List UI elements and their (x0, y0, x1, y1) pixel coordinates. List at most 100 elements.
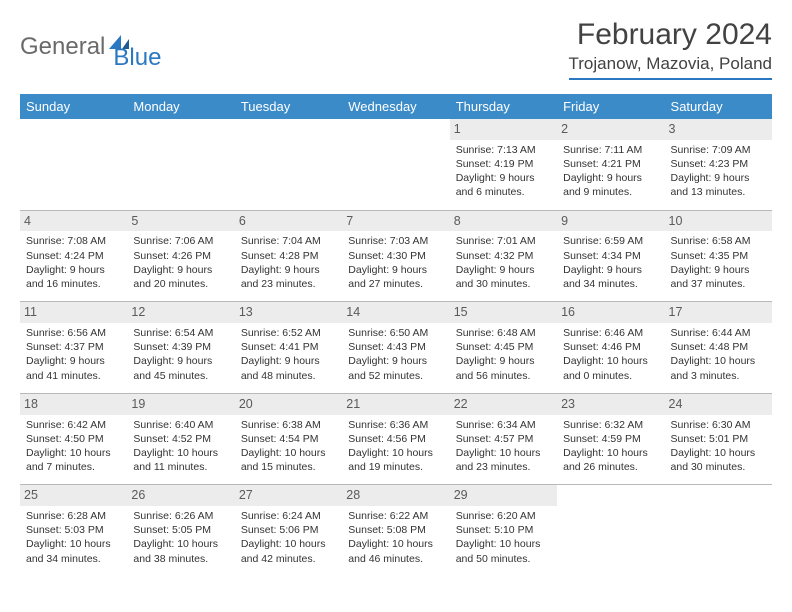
daylight-text: and 30 minutes. (671, 460, 766, 474)
daylight-text: Daylight: 10 hours (26, 537, 121, 551)
day-number: 8 (450, 211, 557, 232)
sunset-text: Sunset: 4:26 PM (133, 249, 228, 263)
sunrise-text: Sunrise: 7:08 AM (26, 234, 121, 248)
sunset-text: Sunset: 4:23 PM (671, 157, 766, 171)
calendar-day-cell: 7Sunrise: 7:03 AMSunset: 4:30 PMDaylight… (342, 210, 449, 302)
sunset-text: Sunset: 4:56 PM (348, 432, 443, 446)
daylight-text: Daylight: 9 hours (456, 354, 551, 368)
day-number: 20 (235, 394, 342, 415)
day-number: 17 (665, 302, 772, 323)
day-number: 18 (20, 394, 127, 415)
sunset-text: Sunset: 4:59 PM (563, 432, 658, 446)
daylight-text: and 6 minutes. (456, 185, 551, 199)
day-number: 12 (127, 302, 234, 323)
sunrise-text: Sunrise: 6:59 AM (563, 234, 658, 248)
calendar-day-cell: 5Sunrise: 7:06 AMSunset: 4:26 PMDaylight… (127, 210, 234, 302)
day-number: 29 (450, 485, 557, 506)
day-number: 1 (450, 119, 557, 140)
logo-text-blue: Blue (113, 44, 161, 72)
calendar-day-cell: 26Sunrise: 6:26 AMSunset: 5:05 PMDayligh… (127, 485, 234, 576)
sunrise-text: Sunrise: 6:36 AM (348, 418, 443, 432)
sunset-text: Sunset: 5:08 PM (348, 523, 443, 537)
calendar-day-cell (665, 485, 772, 576)
daylight-text: and 23 minutes. (241, 277, 336, 291)
calendar-day-cell: 18Sunrise: 6:42 AMSunset: 4:50 PMDayligh… (20, 393, 127, 485)
sunset-text: Sunset: 4:39 PM (133, 340, 228, 354)
calendar-week-row: 25Sunrise: 6:28 AMSunset: 5:03 PMDayligh… (20, 485, 772, 576)
calendar-day-cell: 1Sunrise: 7:13 AMSunset: 4:19 PMDaylight… (450, 119, 557, 210)
daylight-text: Daylight: 9 hours (241, 354, 336, 368)
sunrise-text: Sunrise: 6:44 AM (671, 326, 766, 340)
day-number: 5 (127, 211, 234, 232)
daylight-text: Daylight: 10 hours (241, 446, 336, 460)
calendar-day-cell (235, 119, 342, 210)
calendar-day-cell: 28Sunrise: 6:22 AMSunset: 5:08 PMDayligh… (342, 485, 449, 576)
sunset-text: Sunset: 5:03 PM (26, 523, 121, 537)
sunset-text: Sunset: 4:54 PM (241, 432, 336, 446)
calendar-day-cell: 12Sunrise: 6:54 AMSunset: 4:39 PMDayligh… (127, 302, 234, 394)
calendar-week-row: 11Sunrise: 6:56 AMSunset: 4:37 PMDayligh… (20, 302, 772, 394)
daylight-text: Daylight: 9 hours (563, 263, 658, 277)
daylight-text: and 27 minutes. (348, 277, 443, 291)
sunset-text: Sunset: 5:06 PM (241, 523, 336, 537)
calendar-day-cell (20, 119, 127, 210)
day-number: 6 (235, 211, 342, 232)
day-number: 23 (557, 394, 664, 415)
daylight-text: Daylight: 10 hours (563, 446, 658, 460)
sunrise-text: Sunrise: 7:13 AM (456, 143, 551, 157)
daylight-text: and 42 minutes. (241, 552, 336, 566)
calendar-day-cell: 11Sunrise: 6:56 AMSunset: 4:37 PMDayligh… (20, 302, 127, 394)
daylight-text: Daylight: 10 hours (348, 537, 443, 551)
calendar-day-cell: 15 Sunrise: 6:48 AMSunset: 4:45 PMDayligh… (450, 302, 557, 394)
sunset-text: Sunset: 4:45 PM (456, 340, 551, 354)
daylight-text: and 30 minutes. (456, 277, 551, 291)
day-number: 15 (450, 302, 557, 323)
day-number: 27 (235, 485, 342, 506)
daylight-text: and 46 minutes. (348, 552, 443, 566)
sunset-text: Sunset: 4:19 PM (456, 157, 551, 171)
daylight-text: and 34 minutes. (26, 552, 121, 566)
sunrise-text: Sunrise: 7:03 AM (348, 234, 443, 248)
title-block: February 2024 Trojanow, Mazovia, Poland (569, 18, 772, 80)
day-number: 21 (342, 394, 449, 415)
daylight-text: and 34 minutes. (563, 277, 658, 291)
day-number: 14 (342, 302, 449, 323)
calendar-day-cell: 23Sunrise: 6:32 AMSunset: 4:59 PMDayligh… (557, 393, 664, 485)
daylight-text: Daylight: 10 hours (563, 354, 658, 368)
daylight-text: Daylight: 9 hours (133, 354, 228, 368)
daylight-text: and 52 minutes. (348, 369, 443, 383)
sunrise-text: Sunrise: 6:28 AM (26, 509, 121, 523)
sunrise-text: Sunrise: 6:34 AM (456, 418, 551, 432)
day-number: 26 (127, 485, 234, 506)
calendar-day-cell: 6Sunrise: 7:04 AMSunset: 4:28 PMDaylight… (235, 210, 342, 302)
daylight-text: Daylight: 10 hours (241, 537, 336, 551)
daylight-text: and 56 minutes. (456, 369, 551, 383)
logo: General Blue (20, 18, 161, 72)
sunrise-text: Sunrise: 7:04 AM (241, 234, 336, 248)
logo-text-general: General (20, 33, 105, 61)
day-number: 3 (665, 119, 772, 140)
weekday-header: Wednesday (342, 94, 449, 119)
daylight-text: Daylight: 9 hours (671, 171, 766, 185)
sunset-text: Sunset: 4:46 PM (563, 340, 658, 354)
sunrise-text: Sunrise: 6:50 AM (348, 326, 443, 340)
sunrise-text: Sunrise: 7:11 AM (563, 143, 658, 157)
calendar-week-row: 18Sunrise: 6:42 AMSunset: 4:50 PMDayligh… (20, 393, 772, 485)
daylight-text: and 3 minutes. (671, 369, 766, 383)
weekday-header: Thursday (450, 94, 557, 119)
calendar-day-cell (342, 119, 449, 210)
sunset-text: Sunset: 4:41 PM (241, 340, 336, 354)
calendar-day-cell: 8Sunrise: 7:01 AMSunset: 4:32 PMDaylight… (450, 210, 557, 302)
sunrise-text: Sunrise: 6:38 AM (241, 418, 336, 432)
daylight-text: and 15 minutes. (241, 460, 336, 474)
daylight-text: Daylight: 10 hours (133, 446, 228, 460)
sunrise-text: Sunrise: 7:09 AM (671, 143, 766, 157)
daylight-text: and 13 minutes. (671, 185, 766, 199)
day-number: 22 (450, 394, 557, 415)
daylight-text: and 9 minutes. (563, 185, 658, 199)
sunrise-text: Sunrise: 6:20 AM (456, 509, 551, 523)
month-title: February 2024 (569, 18, 772, 52)
sunrise-text: Sunrise: 6:48 AM (456, 326, 551, 340)
sunrise-text: Sunrise: 6:30 AM (671, 418, 766, 432)
daylight-text: and 0 minutes. (563, 369, 658, 383)
